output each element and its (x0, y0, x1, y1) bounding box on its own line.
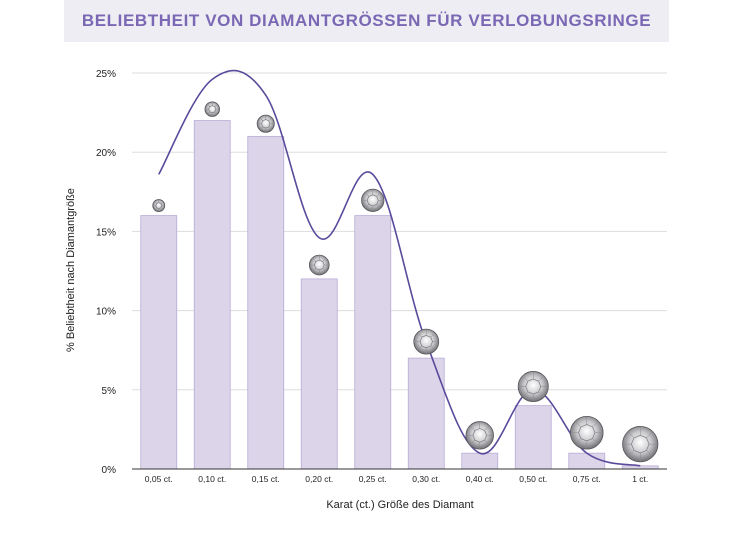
diamond-facet-line (312, 257, 316, 262)
diamond-facet-line (430, 345, 436, 351)
diamond-facet-line (484, 425, 490, 431)
diamond-facet (631, 434, 650, 454)
diamond-icon (361, 188, 385, 212)
x-tick-label: 0,30 ct. (412, 474, 440, 484)
bar (354, 215, 392, 470)
diamond-icon (152, 199, 166, 212)
diamond-facet-line (259, 117, 263, 121)
diamond-facet (525, 378, 542, 395)
diamond-facet-line (206, 103, 210, 107)
x-tick-label: 1 ct. (632, 474, 648, 484)
y-tick-label: 25% (96, 69, 116, 80)
diamond-facet-line (592, 438, 599, 445)
diamond-facet-line (522, 375, 529, 382)
chart-title: BELIEBTHEIT VON DIAMANTGRÖSSEN FÜR VERLO… (81, 11, 652, 30)
y-axis-label: % Beliebtheit nach Diamantgröße (65, 188, 77, 352)
bar (568, 452, 606, 470)
diamond-facet-line (214, 103, 218, 107)
x-tick-label: 0,05 ct. (145, 474, 173, 484)
diamond-icon (204, 101, 220, 117)
diamond-facet-line (538, 391, 545, 398)
diamond-facet-line (627, 431, 635, 439)
diamond-facet-line (538, 375, 545, 382)
diamond-facet (208, 105, 217, 114)
diamond-facet-line (574, 438, 582, 445)
diamond-facet-line (364, 204, 369, 209)
diamond-facet-line (430, 332, 436, 338)
diamond-facet-line (417, 345, 423, 351)
diamond-facet-line (154, 201, 157, 204)
x-tick-label: 0,40 ct. (466, 474, 494, 484)
y-tick-label: 15% (96, 227, 116, 238)
diamond-facet-line (469, 440, 476, 446)
bar (514, 405, 552, 470)
diamond-icon (622, 426, 659, 463)
diamond-facet-line (312, 268, 316, 273)
diamond-facet-line (160, 207, 164, 210)
diamond-facet-line (322, 257, 327, 262)
diamond-facet-line (646, 431, 653, 439)
bar (193, 120, 231, 470)
diamond-facet-line (574, 420, 582, 428)
diamond-facet-line (417, 332, 423, 338)
diamond-facet-line (592, 420, 599, 428)
diamond-facet-line (522, 391, 529, 398)
diamond-facet-line (214, 111, 218, 115)
x-tick-label: 0,50 ct. (519, 474, 547, 484)
bar (300, 278, 338, 470)
y-tick-label: 0% (102, 465, 117, 476)
diamond-facet-line (259, 126, 263, 131)
bar (140, 215, 178, 470)
diamond-facet-line (484, 440, 490, 446)
x-axis-label: Karat (ct.) Größe des Diamant (326, 499, 474, 511)
diamond-facet (472, 428, 488, 443)
diamond-facet-line (627, 450, 635, 457)
y-tick-label: 10% (96, 307, 116, 318)
diamond-facet-line (364, 192, 369, 197)
diamond-facet-line (646, 450, 653, 457)
diamond-icon (308, 254, 330, 276)
bar (461, 452, 499, 470)
diamond-facet (261, 119, 271, 129)
x-tick-label: 0,15 ct. (252, 474, 280, 484)
y-tick-label: 5% (102, 386, 117, 397)
x-tick-label: 0,25 ct. (359, 474, 387, 484)
diamond-facet-line (206, 111, 210, 115)
diamond-icon (569, 415, 604, 450)
y-tick-label: 20% (96, 148, 116, 159)
diamond-icon (413, 328, 440, 355)
diamond-facet-line (469, 425, 476, 431)
x-tick-label: 0,20 ct. (305, 474, 333, 484)
bar (247, 135, 285, 470)
diamond-facet-line (376, 192, 381, 197)
diamond-icon (517, 371, 549, 403)
diamond-facet-line (268, 126, 273, 131)
x-tick-label: 0,75 ct. (573, 474, 601, 484)
diamond-facet-line (376, 204, 381, 209)
trend-curve (158, 69, 641, 467)
diamond-facet-line (160, 201, 164, 204)
diamond-facet-line (268, 117, 273, 121)
diamond-facet-line (322, 268, 327, 273)
diamond-icon (465, 421, 494, 450)
diamond-facet-line (154, 207, 157, 210)
x-tick-label: 0,10 ct. (198, 474, 226, 484)
diamond-icon (256, 114, 275, 133)
title-bar: BELIEBTHEIT VON DIAMANTGRÖSSEN FÜR VERLO… (64, 0, 669, 42)
